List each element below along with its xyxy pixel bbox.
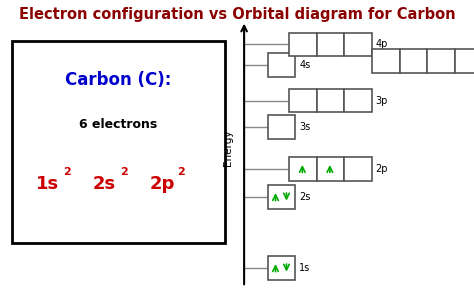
Text: 2p: 2p	[375, 164, 388, 174]
Bar	[317, 89, 344, 112]
Bar	[268, 53, 295, 77]
Text: Energy: Energy	[222, 130, 233, 166]
Text: Electron configuration vs Orbital diagram for Carbon: Electron configuration vs Orbital diagra…	[18, 7, 456, 22]
Bar	[12, 41, 225, 243]
Bar	[268, 185, 295, 209]
Bar	[317, 33, 344, 56]
Bar	[289, 157, 317, 181]
Text: 2: 2	[120, 167, 128, 177]
Text: 2: 2	[177, 167, 184, 177]
Text: 2s: 2s	[299, 192, 310, 202]
Bar	[317, 157, 344, 181]
Bar	[344, 157, 372, 181]
Text: 1s: 1s	[36, 175, 59, 192]
Bar	[372, 49, 400, 73]
Text: 6 electrons: 6 electrons	[79, 118, 158, 131]
Bar	[289, 33, 317, 56]
Text: 3s: 3s	[299, 122, 310, 132]
Text: 2p: 2p	[149, 175, 175, 192]
Text: 2: 2	[63, 167, 71, 177]
Bar	[427, 49, 455, 73]
Text: Carbon (C):: Carbon (C):	[65, 71, 172, 89]
Bar	[289, 89, 317, 112]
Bar	[455, 49, 474, 73]
Text: 4p: 4p	[375, 39, 388, 49]
Text: 4s: 4s	[299, 60, 310, 70]
Bar	[344, 89, 372, 112]
Bar	[268, 256, 295, 280]
Bar	[268, 115, 295, 139]
Bar	[344, 33, 372, 56]
Text: 2s: 2s	[92, 175, 116, 192]
Text: 1s: 1s	[299, 263, 310, 273]
Text: 3p: 3p	[375, 96, 388, 106]
Bar	[400, 49, 427, 73]
